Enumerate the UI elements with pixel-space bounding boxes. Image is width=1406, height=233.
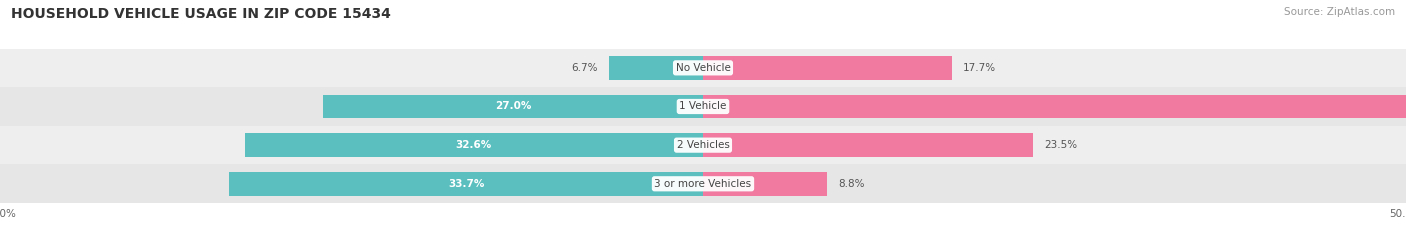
Text: 33.7%: 33.7% xyxy=(449,179,484,189)
Bar xyxy=(0,87,1406,126)
Text: 6.7%: 6.7% xyxy=(571,63,598,73)
Bar xyxy=(229,172,703,196)
Text: Source: ZipAtlas.com: Source: ZipAtlas.com xyxy=(1284,7,1395,17)
Bar xyxy=(703,133,1033,157)
Bar xyxy=(0,164,1406,203)
Bar xyxy=(0,126,1406,164)
Text: 1 Vehicle: 1 Vehicle xyxy=(679,102,727,112)
Text: 3 or more Vehicles: 3 or more Vehicles xyxy=(654,179,752,189)
Bar xyxy=(703,172,827,196)
Bar xyxy=(609,56,703,80)
Bar xyxy=(245,133,703,157)
Text: 8.8%: 8.8% xyxy=(838,179,865,189)
Bar xyxy=(323,95,703,118)
Bar xyxy=(703,95,1406,118)
Text: 27.0%: 27.0% xyxy=(495,102,531,112)
Text: 17.7%: 17.7% xyxy=(963,63,997,73)
Text: 2 Vehicles: 2 Vehicles xyxy=(676,140,730,150)
Text: HOUSEHOLD VEHICLE USAGE IN ZIP CODE 15434: HOUSEHOLD VEHICLE USAGE IN ZIP CODE 1543… xyxy=(11,7,391,21)
Text: No Vehicle: No Vehicle xyxy=(675,63,731,73)
Text: 23.5%: 23.5% xyxy=(1045,140,1078,150)
Text: 32.6%: 32.6% xyxy=(456,140,492,150)
Bar xyxy=(0,48,1406,87)
Bar xyxy=(703,56,952,80)
